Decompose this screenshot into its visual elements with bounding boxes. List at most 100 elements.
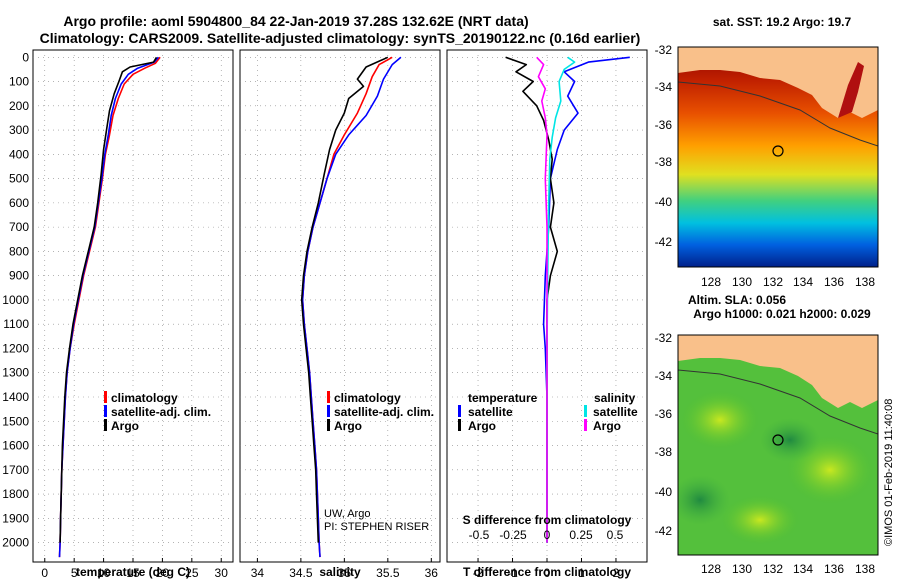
difference-legend-salinity: salinity satellite Argo bbox=[584, 391, 638, 433]
y-tick-label: 200 bbox=[9, 99, 29, 113]
y-tick-label: 300 bbox=[9, 123, 29, 137]
salinity-axes bbox=[239, 49, 441, 563]
sla-anomaly bbox=[720, 495, 800, 545]
sst-argo-marker bbox=[772, 145, 784, 157]
legend-climatology-swatch bbox=[327, 391, 330, 403]
difference-x2-ticks: -0.5 -0.25 0 0.25 0.5 bbox=[469, 528, 624, 542]
sst-shelf-contour bbox=[678, 81, 878, 147]
difference-panel: -2 -1 0 1 2 T difference from climatology S … bbox=[446, 49, 648, 580]
y-tick-label: 1100 bbox=[3, 317, 29, 331]
x-tick-label: 2 bbox=[613, 566, 620, 580]
x-tick-label: -1 bbox=[507, 566, 518, 580]
series-line-satellite-adj-clim- bbox=[58, 56, 159, 558]
temperature-y-ticks: 0 100 200 300 400 500 600 700 800 900 1000 1100 1200… bbox=[2, 50, 29, 549]
x-tick-label: 36 bbox=[425, 566, 439, 580]
salinity-panel: 34 34.5 35 35.5 36 salinity climatology sate… bbox=[239, 49, 441, 580]
legend-climatology-label: climatology bbox=[334, 391, 401, 405]
legend-argo-label: Argo bbox=[334, 419, 362, 433]
title-line-1: Argo profile: aoml 5904800_84 22-Jan-201… bbox=[63, 13, 528, 29]
salinity-lines bbox=[300, 56, 402, 558]
legend-argo-label: Argo bbox=[111, 419, 139, 433]
sla-y-tick-label: -34 bbox=[655, 369, 673, 383]
y-tick-label: 500 bbox=[9, 172, 29, 186]
sst-y-tick-label: -42 bbox=[655, 235, 673, 249]
sst-y-tick-label: -34 bbox=[655, 80, 673, 94]
x2-tick-label: 0 bbox=[544, 528, 551, 542]
x-tick-label: 34.5 bbox=[289, 566, 313, 580]
y-tick-label: 1900 bbox=[2, 511, 29, 525]
y-tick-label: 1000 bbox=[2, 293, 29, 307]
sla-y-tick-label: -36 bbox=[655, 407, 673, 421]
sla-anomaly bbox=[680, 390, 760, 450]
sla-y-tick-label: -40 bbox=[655, 485, 673, 499]
sla-anomaly bbox=[678, 475, 730, 525]
x2-tick-label: -0.5 bbox=[469, 528, 490, 542]
y-tick-label: 1600 bbox=[2, 439, 29, 453]
sla-shelf-contour bbox=[678, 369, 878, 435]
legend-satellite-label: satellite-adj. clim. bbox=[111, 405, 211, 419]
sla-x-tick-label: 128 bbox=[701, 562, 721, 576]
sla-x-tick-label: 130 bbox=[732, 562, 752, 576]
sla-x-tick-label: 136 bbox=[824, 562, 844, 576]
sst-x-tick-label: 138 bbox=[855, 275, 875, 289]
salinity-grid bbox=[240, 50, 440, 562]
y-tick-label: 900 bbox=[9, 269, 29, 283]
legend-satellite-label: satellite-adj. clim. bbox=[334, 405, 434, 419]
sst-x-tick-label: 136 bbox=[824, 275, 844, 289]
sst-y-tick-label: -38 bbox=[655, 155, 673, 169]
x-tick-label: 1 bbox=[578, 566, 585, 580]
temperature-panel: 0100200300400500600700800900100011001200… bbox=[2, 49, 234, 580]
sla-land bbox=[678, 335, 878, 408]
sst-y-tick-label: -32 bbox=[655, 43, 673, 57]
sst-map-frame bbox=[677, 46, 879, 268]
legend-s-satellite-label: satellite bbox=[593, 405, 638, 419]
sla-y-ticks: -32 -34 -36 -38 -40 -42 bbox=[655, 331, 673, 538]
sst-gulf bbox=[838, 62, 864, 118]
sla-argo-marker bbox=[772, 434, 784, 446]
y-tick-label: 2000 bbox=[2, 536, 29, 550]
series-line-t-argo bbox=[505, 56, 559, 543]
y-tick-label: 700 bbox=[9, 220, 29, 234]
x-tick-label: 34 bbox=[251, 566, 265, 580]
difference-lines bbox=[505, 56, 630, 543]
x-tick-label: 25 bbox=[185, 566, 199, 580]
y-tick-label: 0 bbox=[22, 50, 29, 64]
legend-t-argo-label: Argo bbox=[468, 419, 496, 433]
sla-map: Altim. SLA: 0.056 Argo h1000: 0.021 h200… bbox=[655, 293, 879, 576]
sla-x-ticks: 128 130 132 134 136 138 bbox=[701, 562, 875, 576]
legend-climatology-label: climatology bbox=[111, 391, 178, 405]
difference-legend-temperature: temperature satellite Argo bbox=[458, 391, 538, 433]
temperature-lines bbox=[58, 56, 161, 558]
x2-tick-label: -0.25 bbox=[499, 528, 527, 542]
y-tick-label: 1700 bbox=[2, 463, 29, 477]
y-tick-label: 1400 bbox=[2, 390, 29, 404]
legend-salinity-title: salinity bbox=[594, 391, 636, 405]
x-tick-label: 35 bbox=[338, 566, 352, 580]
x-tick-label: 20 bbox=[156, 566, 170, 580]
legend-climatology-swatch bbox=[104, 391, 107, 403]
salinity-xlabel: salinity bbox=[319, 565, 361, 579]
y-tick-label: 400 bbox=[9, 147, 29, 161]
x2-tick-label: 0.5 bbox=[607, 528, 624, 542]
difference-x2label: S difference from climatology bbox=[463, 513, 632, 527]
legend-satellite-swatch bbox=[327, 405, 330, 417]
legend-s-argo-swatch bbox=[584, 419, 587, 431]
y-tick-label: 1500 bbox=[2, 414, 29, 428]
legend-t-argo-swatch bbox=[458, 419, 461, 431]
sla-x-tick-label: 132 bbox=[763, 562, 783, 576]
x-tick-label: 15 bbox=[126, 566, 140, 580]
temperature-x-ticks: 0 5 10 15 20 25 30 bbox=[41, 558, 228, 580]
sla-map-frame bbox=[677, 334, 879, 556]
salinity-x-ticks: 34 34.5 35 35.5 36 bbox=[251, 558, 439, 580]
title-line-2: Climatology: CARS2009. Satellite-adjuste… bbox=[40, 30, 641, 46]
series-line-satellite-adj-clim- bbox=[301, 56, 402, 558]
difference-x-ticks: -2 -1 0 1 2 bbox=[473, 558, 620, 580]
salinity-annotation-line-1: UW, Argo bbox=[324, 508, 370, 520]
sst-land bbox=[678, 47, 878, 118]
sla-map-title-line-1: Altim. SLA: 0.056 bbox=[688, 293, 786, 307]
x-tick-label: 35.5 bbox=[376, 566, 400, 580]
series-line-argo bbox=[300, 56, 389, 543]
series-line-s-argo bbox=[536, 56, 548, 543]
temperature-grid bbox=[33, 50, 233, 562]
y-tick-label: 800 bbox=[9, 244, 29, 258]
